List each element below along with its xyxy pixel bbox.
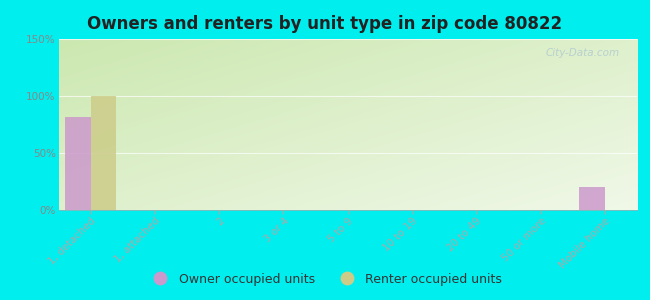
Bar — [65, 116, 90, 210]
Legend: Owner occupied units, Renter occupied units: Owner occupied units, Renter occupied un… — [143, 268, 507, 291]
Bar — [90, 96, 116, 210]
Bar — [579, 187, 605, 210]
Text: Owners and renters by unit type in zip code 80822: Owners and renters by unit type in zip c… — [88, 15, 562, 33]
Text: City-Data.com: City-Data.com — [545, 48, 619, 58]
